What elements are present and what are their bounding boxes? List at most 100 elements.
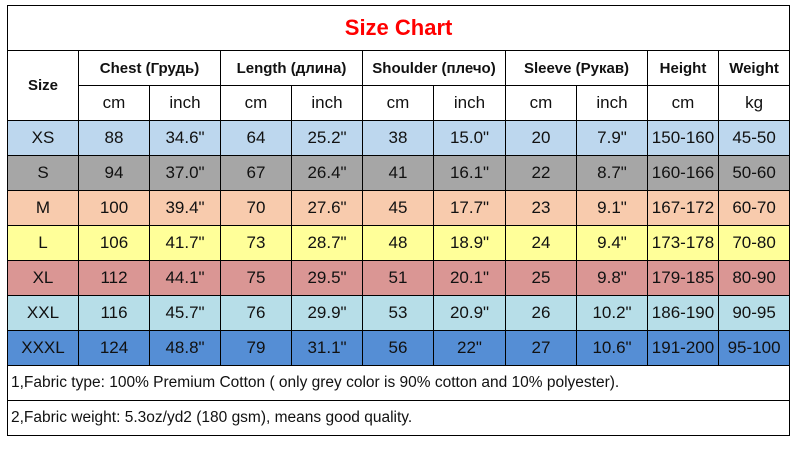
column-group-header: Height xyxy=(647,50,719,86)
measurement-cell: 28.7" xyxy=(291,225,363,261)
column-group-header: Shoulder (плечо) xyxy=(362,50,506,86)
column-group-header: Weight xyxy=(717,50,791,86)
measurement-cell: 10.6" xyxy=(576,330,648,366)
size-row: XXXL 124 48.8" 79 31.1" 56 22" 27 10.6" 191-200 95… xyxy=(7,330,791,366)
unit-header: inch xyxy=(576,85,648,121)
chart-title: Size Chart xyxy=(6,5,791,51)
measurement-cell: 73 xyxy=(220,225,292,261)
measurement-cell: 60-70 xyxy=(717,190,791,226)
measurement-cell: 51 xyxy=(362,260,434,296)
measurement-cell: 20.1" xyxy=(433,260,506,296)
measurement-cell: 79 xyxy=(220,330,292,366)
unit-header: cm xyxy=(78,85,150,121)
unit-header: inch xyxy=(433,85,506,121)
unit-header: inch xyxy=(291,85,363,121)
size-label: XL xyxy=(7,260,79,296)
measurement-cell: 167-172 xyxy=(647,190,719,226)
measurement-cell: 18.9" xyxy=(433,225,506,261)
unit-header: cm xyxy=(220,85,292,121)
measurement-cell: 53 xyxy=(362,295,434,331)
measurement-cell: 39.4" xyxy=(149,190,221,226)
measurement-cell: 106 xyxy=(78,225,150,261)
measurement-cell: 8.7" xyxy=(576,155,648,191)
measurement-cell: 17.7" xyxy=(433,190,506,226)
measurement-cell: 9.1" xyxy=(576,190,648,226)
measurement-cell: 116 xyxy=(78,295,150,331)
measurement-cell: 22 xyxy=(505,155,577,191)
measurement-cell: 29.5" xyxy=(291,260,363,296)
measurement-cell: 150-160 xyxy=(647,120,719,156)
measurement-cell: 94 xyxy=(78,155,150,191)
measurement-cell: 9.4" xyxy=(576,225,648,261)
measurement-cell: 37.0" xyxy=(149,155,221,191)
measurement-cell: 80-90 xyxy=(717,260,791,296)
measurement-cell: 45 xyxy=(362,190,434,226)
measurement-cell: 41 xyxy=(362,155,434,191)
unit-header: cm xyxy=(362,85,434,121)
measurement-cell: 34.6" xyxy=(149,120,221,156)
size-row: S 94 37.0" 67 26.4" 41 16.1" 22 8.7" 160-166 50-60 xyxy=(7,155,791,191)
measurement-cell: 112 xyxy=(78,260,150,296)
measurement-cell: 50-60 xyxy=(717,155,791,191)
measurement-cell: 48 xyxy=(362,225,434,261)
unit-header: kg xyxy=(717,85,791,121)
size-header: Size xyxy=(7,50,79,121)
unit-header: cm xyxy=(647,85,719,121)
size-row: XL 112 44.1" 75 29.5" 51 20.1" 25 9.8" 179-185 80-… xyxy=(7,260,791,296)
size-row: XS 88 34.6" 64 25.2" 38 15.0" 20 7.9" 150-160 45-5… xyxy=(7,120,791,156)
measurement-cell: 38 xyxy=(362,120,434,156)
size-label: XXL xyxy=(7,295,79,331)
measurement-cell: 25.2" xyxy=(291,120,363,156)
measurement-cell: 10.2" xyxy=(576,295,648,331)
size-label: L xyxy=(7,225,79,261)
column-group-header: Length (длина) xyxy=(220,50,363,86)
measurement-cell: 191-200 xyxy=(647,330,719,366)
measurement-cell: 15.0" xyxy=(433,120,506,156)
measurement-cell: 44.1" xyxy=(149,260,221,296)
measurement-cell: 23 xyxy=(505,190,577,226)
measurement-cell: 179-185 xyxy=(647,260,719,296)
measurement-cell: 22" xyxy=(433,330,506,366)
size-chart-table: Size Chart Size Chest (Грудь) Length (дли… xyxy=(6,5,791,436)
fabric-note: 2,Fabric weight: 5.3oz/yd2 (180 gsm), me… xyxy=(6,400,791,436)
measurement-cell: 64 xyxy=(220,120,292,156)
size-row: L 106 41.7" 73 28.7" 48 18.9" 24 9.4" 173-178 70-8… xyxy=(7,225,791,261)
column-group-header: Chest (Грудь) xyxy=(78,50,221,86)
measurement-cell: 27.6" xyxy=(291,190,363,226)
measurement-cell: 27 xyxy=(505,330,577,366)
measurement-cell: 26.4" xyxy=(291,155,363,191)
measurement-cell: 20.9" xyxy=(433,295,506,331)
measurement-cell: 31.1" xyxy=(291,330,363,366)
measurement-cell: 70 xyxy=(220,190,292,226)
size-label: M xyxy=(7,190,79,226)
measurement-cell: 41.7" xyxy=(149,225,221,261)
measurement-cell: 173-178 xyxy=(647,225,719,261)
measurement-cell: 48.8" xyxy=(149,330,221,366)
size-label: XXXL xyxy=(7,330,79,366)
measurement-cell: 16.1" xyxy=(433,155,506,191)
measurement-cell: 124 xyxy=(78,330,150,366)
measurement-cell: 7.9" xyxy=(576,120,648,156)
measurement-cell: 20 xyxy=(505,120,577,156)
measurement-cell: 75 xyxy=(220,260,292,296)
measurement-cell: 90-95 xyxy=(717,295,791,331)
measurement-cell: 45-50 xyxy=(717,120,791,156)
measurement-cell: 24 xyxy=(505,225,577,261)
measurement-cell: 26 xyxy=(505,295,577,331)
unit-header: inch xyxy=(149,85,221,121)
column-group-header: Sleeve (Рукав) xyxy=(505,50,648,86)
measurement-cell: 76 xyxy=(220,295,292,331)
unit-header: cm xyxy=(505,85,577,121)
measurement-cell: 67 xyxy=(220,155,292,191)
measurement-cell: 9.8" xyxy=(576,260,648,296)
measurement-cell: 25 xyxy=(505,260,577,296)
measurement-cell: 100 xyxy=(78,190,150,226)
measurement-cell: 56 xyxy=(362,330,434,366)
size-label: XS xyxy=(7,120,79,156)
measurement-cell: 29.9" xyxy=(291,295,363,331)
measurement-cell: 88 xyxy=(78,120,150,156)
measurement-cell: 160-166 xyxy=(647,155,719,191)
size-row: M 100 39.4" 70 27.6" 45 17.7" 23 9.1" 167-172 60-7… xyxy=(7,190,791,226)
fabric-note: 1,Fabric type: 100% Premium Cotton ( onl… xyxy=(6,365,791,401)
size-label: S xyxy=(7,155,79,191)
